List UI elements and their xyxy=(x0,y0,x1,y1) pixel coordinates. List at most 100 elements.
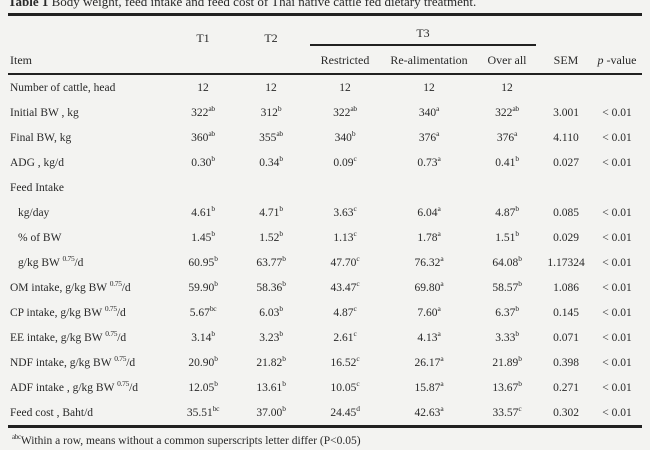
cell-value: 4.13a xyxy=(417,328,441,344)
cell-value: 376a xyxy=(496,128,518,144)
cell-value: 60.95b xyxy=(188,253,218,269)
table-row: EE intake, g/kg BW 0.75/d 3.14b 3.23b 2.61c… xyxy=(8,325,642,350)
cell-sem: 4.110 xyxy=(553,131,579,144)
table-row: Final BW, kg 360ab 355ab 340b 376a 376a 4.110 <… xyxy=(8,125,642,150)
cell-value: 3.33b xyxy=(495,328,519,344)
cell-value: 3.63c xyxy=(333,203,357,219)
cell-value: 5.67bc xyxy=(189,303,217,319)
cell-value: 24.45d xyxy=(306,400,384,428)
cell-value: 42.63a xyxy=(384,400,474,428)
table-row: ADG , kg/d 0.30b 0.34b 0.09c 0.73a 0.41b 0.027… xyxy=(8,150,642,175)
cell-pvalue: < 0.01 xyxy=(602,156,632,169)
cell-pvalue: < 0.01 xyxy=(602,256,632,269)
table-row: % of BW 1.45b 1.52b 1.13c 1.78a 1.51b 0.029 < 0… xyxy=(8,225,642,250)
table-row: Feed cost , Baht/d 35.51bc 37.00b 24.45d 42.… xyxy=(8,400,643,428)
cell-value: 1.13c xyxy=(333,228,357,244)
header-spacer xyxy=(170,47,236,75)
cell-value: 312b xyxy=(260,103,282,119)
cell-pvalue: < 0.01 xyxy=(602,131,632,144)
row-label: Initial BW , kg xyxy=(10,106,79,119)
row-label: g/kg BW 0.75/d xyxy=(18,253,84,269)
header-spacer xyxy=(8,16,170,47)
cell-value: 4.61b xyxy=(191,203,215,219)
cell-value: 69.80a xyxy=(414,278,444,294)
row-label: Number of cattle, head xyxy=(10,81,116,94)
cell-value: 21.82b xyxy=(256,353,286,369)
cell-value xyxy=(474,175,540,200)
cell-sem: 0.027 xyxy=(553,156,579,169)
table-row: kg/day 4.61b 4.71b 3.63c 6.04a 4.87b 0.085 < 0.… xyxy=(8,200,642,225)
table-title-text: Body weight, feed intake and feed cost o… xyxy=(48,0,477,9)
cell-sem: 1.086 xyxy=(553,281,579,294)
cell-pvalue: < 0.01 xyxy=(602,206,632,219)
cell-sem: 0.145 xyxy=(553,306,579,319)
header-spacer xyxy=(540,16,592,47)
cell-pvalue xyxy=(592,175,642,200)
cell-value: 6.03b xyxy=(259,303,283,319)
cell-value: 59.90b xyxy=(188,278,218,294)
row-label: NDF intake, g/kg BW 0.75/d xyxy=(10,353,136,369)
cell-value: 13.61b xyxy=(256,378,286,394)
cell-value: 16.52c xyxy=(330,353,360,369)
cell-value: 4.87b xyxy=(495,203,519,219)
cell-value: 6.04a xyxy=(417,203,441,219)
cell-value: 13.67b xyxy=(492,378,522,394)
cell-value: 37.00b xyxy=(236,400,306,428)
row-label: % of BW xyxy=(18,231,62,244)
cell-value: 0.30b xyxy=(191,153,215,169)
cell-pvalue: < 0.01 xyxy=(602,281,632,294)
p-italic: p xyxy=(597,52,604,67)
table-title-number: Table 1 xyxy=(8,0,49,9)
row-label: OM intake, g/kg BW 0.75/d xyxy=(10,278,131,294)
cell-pvalue xyxy=(592,74,642,100)
cell-value: 1.45b xyxy=(191,228,215,244)
cell-sem: 0.085 xyxy=(553,206,579,219)
cell-value: 355ab xyxy=(259,128,283,144)
cell-value: 360ab xyxy=(191,128,215,144)
cell-value: 10.05c xyxy=(330,378,360,394)
cell-pvalue: < 0.01 xyxy=(602,381,632,394)
cell-sem: 1.17324 xyxy=(547,256,585,269)
row-label: Feed cost , Baht/d xyxy=(8,400,170,428)
cell-value: 20.90b xyxy=(188,353,218,369)
cell-value xyxy=(236,175,306,200)
table-row: CP intake, g/kg BW 0.75/d 5.67bc 6.03b 4.87… xyxy=(8,300,642,325)
table-row: Number of cattle, head 12 12 12 12 12 xyxy=(8,74,642,100)
col-header-item: Item xyxy=(8,47,170,75)
cell-value: 0.09c xyxy=(333,153,357,169)
cell-value: 4.71b xyxy=(259,203,283,219)
col-header-t3: T3 xyxy=(310,26,537,46)
cell-value: 63.77b xyxy=(256,253,286,269)
table-row: NDF intake, g/kg BW 0.75/d 20.90b 21.82b 16… xyxy=(8,350,642,375)
row-label: EE intake, g/kg BW 0.75/d xyxy=(10,328,127,344)
cell-sem: 0.398 xyxy=(553,356,579,369)
cell-value: 21.89b xyxy=(492,353,522,369)
cell-value: 12 xyxy=(265,81,277,94)
cell-value: 322ab xyxy=(333,103,357,119)
cell-value: 58.57b xyxy=(492,278,522,294)
cell-sem: 3.001 xyxy=(553,106,579,119)
row-label: kg/day xyxy=(18,206,50,219)
col-header-sem: SEM xyxy=(540,47,593,75)
col-header-t3-group: T3 xyxy=(306,16,540,47)
footnote: abcWithin a row, means without a common … xyxy=(8,434,642,447)
cell-value xyxy=(384,175,474,200)
cell-value: 43.47c xyxy=(330,278,360,294)
cell-sem: 0.302 xyxy=(540,400,593,428)
col-header-t2: T2 xyxy=(264,31,278,45)
cell-value: 12 xyxy=(423,81,435,94)
cell-value: 35.51bc xyxy=(170,400,236,428)
cell-pvalue: < 0.01 xyxy=(602,231,632,244)
cell-value: 1.51b xyxy=(495,228,519,244)
cell-value: 47.70c xyxy=(330,253,360,269)
cell-value: 12 xyxy=(501,81,513,94)
cell-value xyxy=(170,175,236,200)
cell-sem xyxy=(540,175,592,200)
cell-value xyxy=(306,175,384,200)
section-header-row: Feed Intake xyxy=(8,175,642,200)
cell-pvalue: < 0.01 xyxy=(602,331,632,344)
cell-value: 322ab xyxy=(191,103,215,119)
table-row: ADF intake , g/kg BW 0.75/d 12.05b 13.61b 1… xyxy=(8,375,642,400)
cell-value: 64.08b xyxy=(492,253,522,269)
